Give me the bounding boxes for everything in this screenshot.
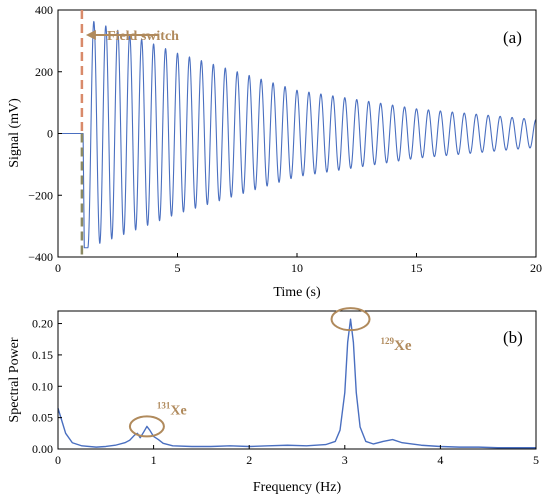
y-tick-label: −200: [28, 188, 53, 202]
x-axis-title-a: Time (s): [273, 285, 321, 300]
series-line: [57, 318, 536, 449]
peak-label: 129Xe: [381, 336, 412, 354]
x-tick-label: 20: [530, 261, 542, 275]
axes-frame-b: [57, 310, 537, 450]
y-tick-label: 200: [35, 65, 53, 79]
field-switch-arrow-head: [85, 30, 96, 40]
panel-label-b: (b): [503, 328, 523, 347]
y-axis-title-b: Spectral Power: [7, 337, 22, 422]
axes-frame-a: [57, 9, 537, 258]
peak-label-isotope: 131: [157, 400, 171, 410]
plot-area-a: [57, 20, 537, 249]
y-tick-label: −400: [28, 250, 53, 264]
peak-marker-ellipse: [330, 307, 371, 332]
x-tick-label: 3: [342, 453, 348, 467]
peak-label-isotope: 129: [381, 336, 395, 346]
field-switch-label: Field switch: [107, 29, 179, 44]
series-line: [57, 20, 537, 249]
y-tick-label: 0: [47, 127, 53, 141]
y-tick-label: 0.05: [32, 411, 53, 425]
y-axis-title-a: Signal (mV): [7, 98, 22, 168]
panel-a: 0 5 10 15 20 −400 −200 0 200 400 (a) Time (s) Sig…: [7, 3, 542, 300]
x-tick-label: 2: [246, 453, 252, 467]
plot-area-b: [57, 318, 536, 449]
x-tick-label: 10: [291, 261, 303, 275]
x-tick-label: 5: [175, 261, 181, 275]
x-tick-label: 5: [533, 453, 539, 467]
peak-marker-ellipse: [128, 415, 165, 438]
peak-label-element: Xe: [394, 338, 412, 354]
x-axis-title-b: Frequency (Hz): [253, 480, 342, 495]
x-tick-label: 1: [151, 453, 157, 467]
y-tick-label: 0.00: [32, 442, 53, 456]
y-tick-label: 400: [35, 3, 53, 17]
x-tick-label: 15: [411, 261, 423, 275]
y-tick-label: 0.20: [32, 317, 53, 331]
y-tick-label: 0.15: [32, 348, 53, 362]
y-tick-label: 0.10: [32, 379, 53, 393]
x-tick-label: 0: [55, 453, 61, 467]
x-tick-label: 0: [55, 261, 61, 275]
ticks-b: 0 1 2 3 4 5 0.00 0.05 0.10 0.15 0.20: [32, 317, 539, 467]
peak-label-element: Xe: [170, 403, 186, 418]
peak-label: 131Xe: [157, 400, 187, 418]
panel-label-a: (a): [503, 28, 522, 47]
x-tick-label: 4: [437, 453, 443, 467]
ticks-a: 0 5 10 15 20 −400 −200 0 200 400: [28, 3, 542, 275]
panel-b: 0 1 2 3 4 5 0.00 0.05 0.10 0.15 0.20 (b) Frequency…: [7, 307, 539, 495]
